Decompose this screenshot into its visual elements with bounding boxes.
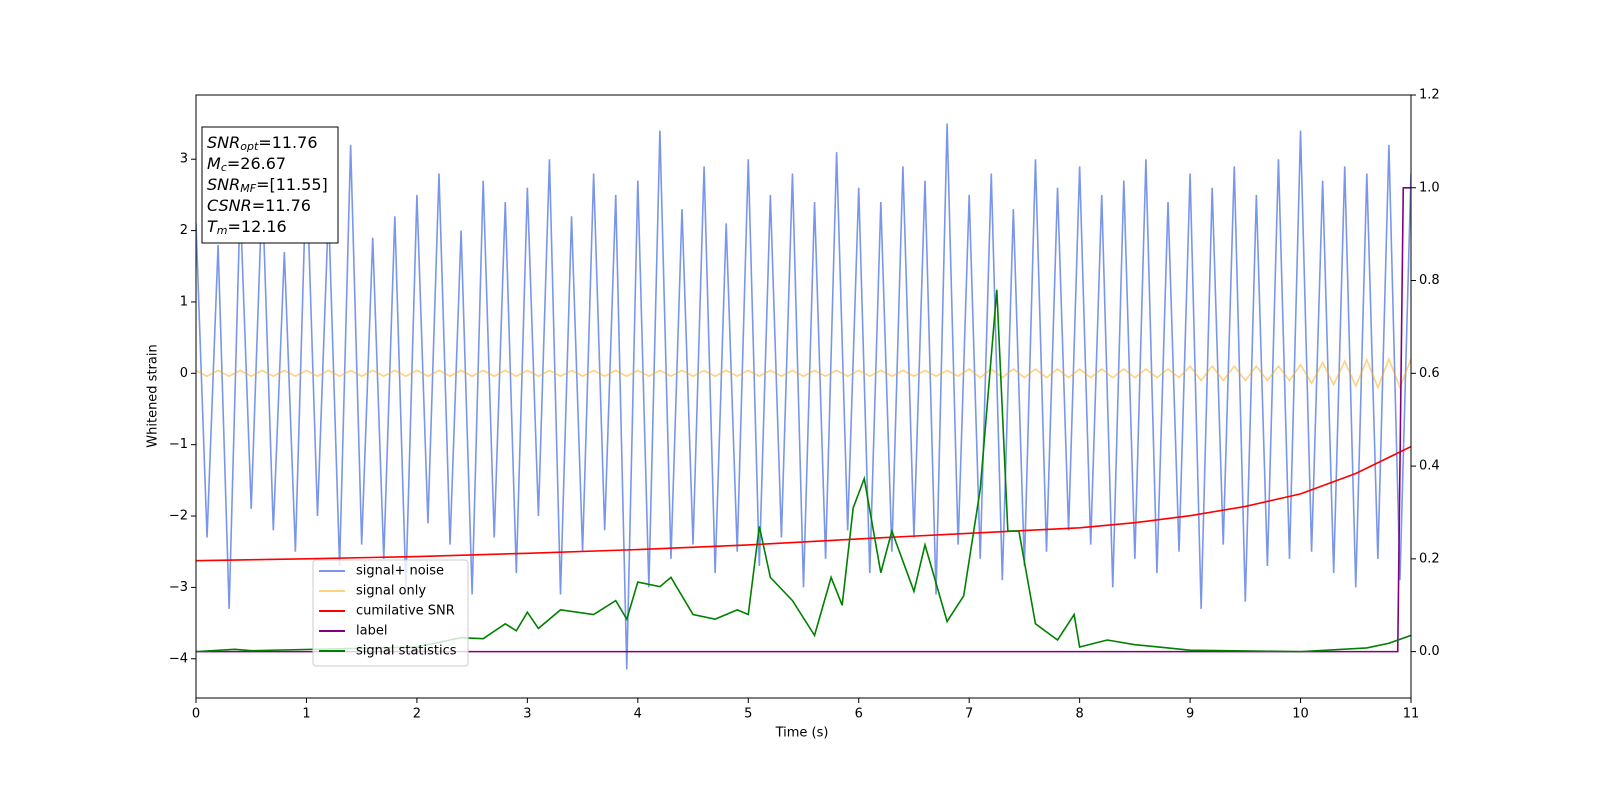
y2-tick-label: 0.8 xyxy=(1419,273,1440,288)
y2-tick-label: 0.0 xyxy=(1419,644,1440,659)
annotation: Mc=26.67 xyxy=(207,154,286,175)
y2-tick-label: 1.0 xyxy=(1419,180,1440,195)
annotation: CSNR=11.76 xyxy=(207,196,311,215)
series-line xyxy=(196,445,1411,562)
annotation-main: CSNR xyxy=(207,196,252,215)
x-tick-label: 7 xyxy=(965,707,973,722)
x-axis-label: Time (s) xyxy=(775,726,829,741)
annotation-main: M xyxy=(207,154,221,173)
annotation-sub: opt xyxy=(240,140,259,153)
annotation-main: T xyxy=(207,217,218,236)
y-tick-label: 1 xyxy=(180,294,188,309)
y-tick-label: −2 xyxy=(169,509,188,524)
x-tick-label: 1 xyxy=(302,707,310,722)
annotation-value: =26.67 xyxy=(227,154,286,173)
annotation-main: SNR xyxy=(207,175,240,194)
y-tick-label: 0 xyxy=(180,366,188,381)
y2-tick-label: 0.2 xyxy=(1419,551,1440,566)
x-tick-label: 0 xyxy=(192,707,200,722)
legend-label: signal only xyxy=(356,584,426,599)
x-tick-label: 3 xyxy=(523,707,531,722)
annotation-sub: m xyxy=(217,224,228,237)
x-tick-label: 2 xyxy=(413,707,421,722)
series-line xyxy=(196,186,1411,653)
series-line xyxy=(196,123,1411,670)
legend-box xyxy=(312,559,469,667)
series-line xyxy=(196,289,1411,653)
x-tick-label: 11 xyxy=(1403,707,1420,722)
y-tick-label: 2 xyxy=(180,223,188,238)
x-tick-label: 8 xyxy=(1075,707,1083,722)
y-tick-label: 3 xyxy=(180,152,188,167)
y2-tick-label: 0.4 xyxy=(1419,459,1440,474)
x-tick-label: 4 xyxy=(634,707,642,722)
y2-tick-label: 0.6 xyxy=(1419,366,1440,381)
y-tick-label: −3 xyxy=(169,580,188,595)
axes-frame xyxy=(195,94,1412,699)
x-tick-label: 6 xyxy=(855,707,863,722)
annotation-main: SNR xyxy=(207,133,240,152)
y-tick-label: −1 xyxy=(169,437,188,452)
annotation: Tm=12.16 xyxy=(207,217,287,238)
legend-label: cumilative SNR xyxy=(356,604,455,619)
annotation: SNRMF=[11.55] xyxy=(207,175,328,196)
annotation-value: =11.76 xyxy=(252,196,311,215)
legend-label: signal statistics xyxy=(356,644,457,659)
annotation-sub: MF xyxy=(240,182,256,195)
annotation-box xyxy=(201,126,339,244)
annotation-value: =12.16 xyxy=(228,217,287,236)
x-tick-label: 5 xyxy=(744,707,752,722)
y2-tick-label: 1.2 xyxy=(1419,88,1440,103)
x-tick-label: 10 xyxy=(1292,707,1309,722)
annotation-sub: c xyxy=(221,161,227,174)
y-axis-label: Whitened strain xyxy=(146,344,161,447)
legend-label: signal+ noise xyxy=(356,564,444,579)
series-line xyxy=(196,356,1411,390)
x-tick-label: 9 xyxy=(1186,707,1194,722)
y-tick-label: −4 xyxy=(169,651,188,666)
legend-label: label xyxy=(356,624,387,639)
annotation: SNRopt=11.76 xyxy=(207,133,318,154)
annotation-value: =11.76 xyxy=(258,133,317,152)
annotation-value: =[11.55] xyxy=(256,175,328,194)
